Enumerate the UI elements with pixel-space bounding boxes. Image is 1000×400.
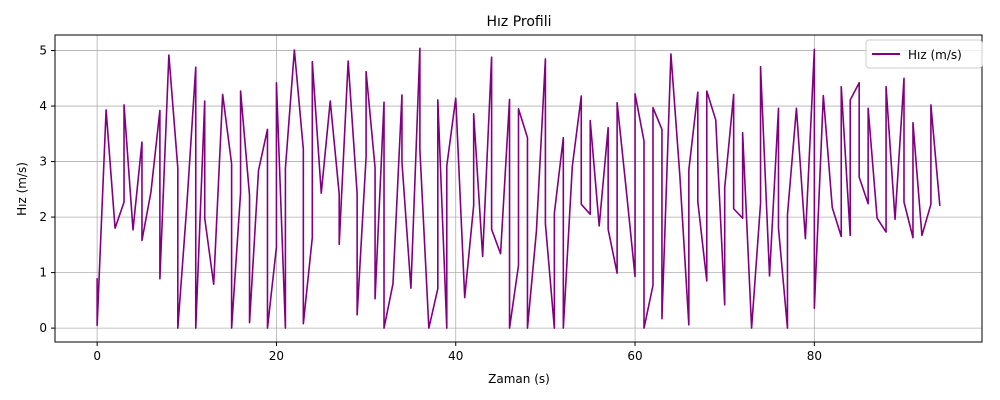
axes xyxy=(54,34,983,343)
y-tick-label: 1 xyxy=(39,266,47,280)
y-tick-label: 4 xyxy=(39,99,47,113)
ticks: 0 20 40 60 80 0 1 2 3 4 5 xyxy=(39,44,822,363)
x-tick-label: 0 xyxy=(93,349,101,363)
legend: Hız (m/s) xyxy=(865,39,983,69)
x-tick-label: 20 xyxy=(269,349,284,363)
x-axis-label: Zaman (s) xyxy=(488,372,550,386)
legend-box xyxy=(865,39,983,69)
series-layer xyxy=(96,47,941,329)
series-line-0 xyxy=(96,47,941,329)
legend-label: Hız (m/s) xyxy=(908,48,962,62)
y-tick-label: 3 xyxy=(39,155,47,169)
y-tick-label: 5 xyxy=(39,44,47,58)
x-tick-label: 40 xyxy=(448,349,463,363)
y-tick-label: 0 xyxy=(39,321,47,335)
y-axis-label: Hız (m/s) xyxy=(15,162,29,216)
x-tick-label: 60 xyxy=(627,349,642,363)
chart-title: Hız Profili xyxy=(486,14,551,30)
plot-frame xyxy=(54,34,983,343)
y-tick-label: 2 xyxy=(39,210,47,224)
x-tick-label: 80 xyxy=(807,349,822,363)
